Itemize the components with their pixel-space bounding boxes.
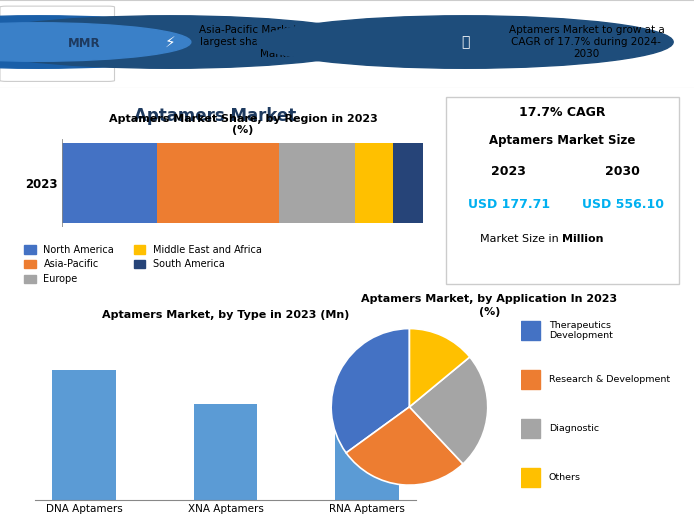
Text: ⚡: ⚡ <box>164 35 176 49</box>
Text: 2030: 2030 <box>605 165 641 178</box>
Text: Asia-Pacific Market Accounted
largest share in the Aptamers
Market: Asia-Pacific Market Accounted largest sh… <box>199 25 356 59</box>
Text: Aptamers Market: Aptamers Market <box>134 107 296 125</box>
FancyBboxPatch shape <box>446 97 679 284</box>
Circle shape <box>0 23 191 61</box>
Bar <box>520 468 541 487</box>
Title: Aptamers Market Share, by Region in 2023
(%): Aptamers Market Share, by Region in 2023… <box>108 114 378 135</box>
Circle shape <box>257 16 673 68</box>
FancyBboxPatch shape <box>0 6 115 81</box>
Bar <box>393 143 423 222</box>
Bar <box>355 143 393 222</box>
Circle shape <box>0 16 246 68</box>
Legend: North America, Asia-Pacific, Europe, Middle East and Africa, South America: North America, Asia-Pacific, Europe, Mid… <box>24 245 262 284</box>
Bar <box>279 143 355 222</box>
Bar <box>335 384 399 500</box>
Text: 2023: 2023 <box>491 165 526 178</box>
Text: Diagnostic: Diagnostic <box>549 424 599 433</box>
Wedge shape <box>346 407 463 485</box>
Wedge shape <box>331 329 409 453</box>
Text: MMR: MMR <box>68 37 101 50</box>
Bar <box>520 419 541 438</box>
Text: Therapeutics
Development: Therapeutics Development <box>549 321 613 340</box>
Wedge shape <box>409 329 470 407</box>
Text: Aptamers Market, by Application In 2023: Aptamers Market, by Application In 2023 <box>361 294 618 304</box>
Wedge shape <box>409 357 488 464</box>
Circle shape <box>0 16 378 68</box>
Text: USD 177.71: USD 177.71 <box>468 198 550 211</box>
Text: Million: Million <box>562 234 604 244</box>
Bar <box>62 143 158 222</box>
Text: 🔥: 🔥 <box>461 35 469 49</box>
Text: Aptamers Market to grow at a
CAGR of 17.7% during 2024-
2030: Aptamers Market to grow at a CAGR of 17.… <box>509 25 664 59</box>
Text: Others: Others <box>549 473 581 482</box>
Text: (%): (%) <box>479 307 500 317</box>
Text: Aptamers Market Size: Aptamers Market Size <box>489 134 635 147</box>
Text: 17.7% CAGR: 17.7% CAGR <box>519 107 605 119</box>
Bar <box>194 404 257 500</box>
Title: Aptamers Market, by Type in 2023 (Mn): Aptamers Market, by Type in 2023 (Mn) <box>102 310 349 319</box>
Text: Market Size in: Market Size in <box>480 234 562 244</box>
Bar <box>52 370 116 500</box>
Bar <box>520 370 541 389</box>
Text: USD 556.10: USD 556.10 <box>582 198 664 211</box>
Bar <box>520 321 541 340</box>
Bar <box>158 143 279 222</box>
Text: Research & Development: Research & Development <box>549 375 670 384</box>
